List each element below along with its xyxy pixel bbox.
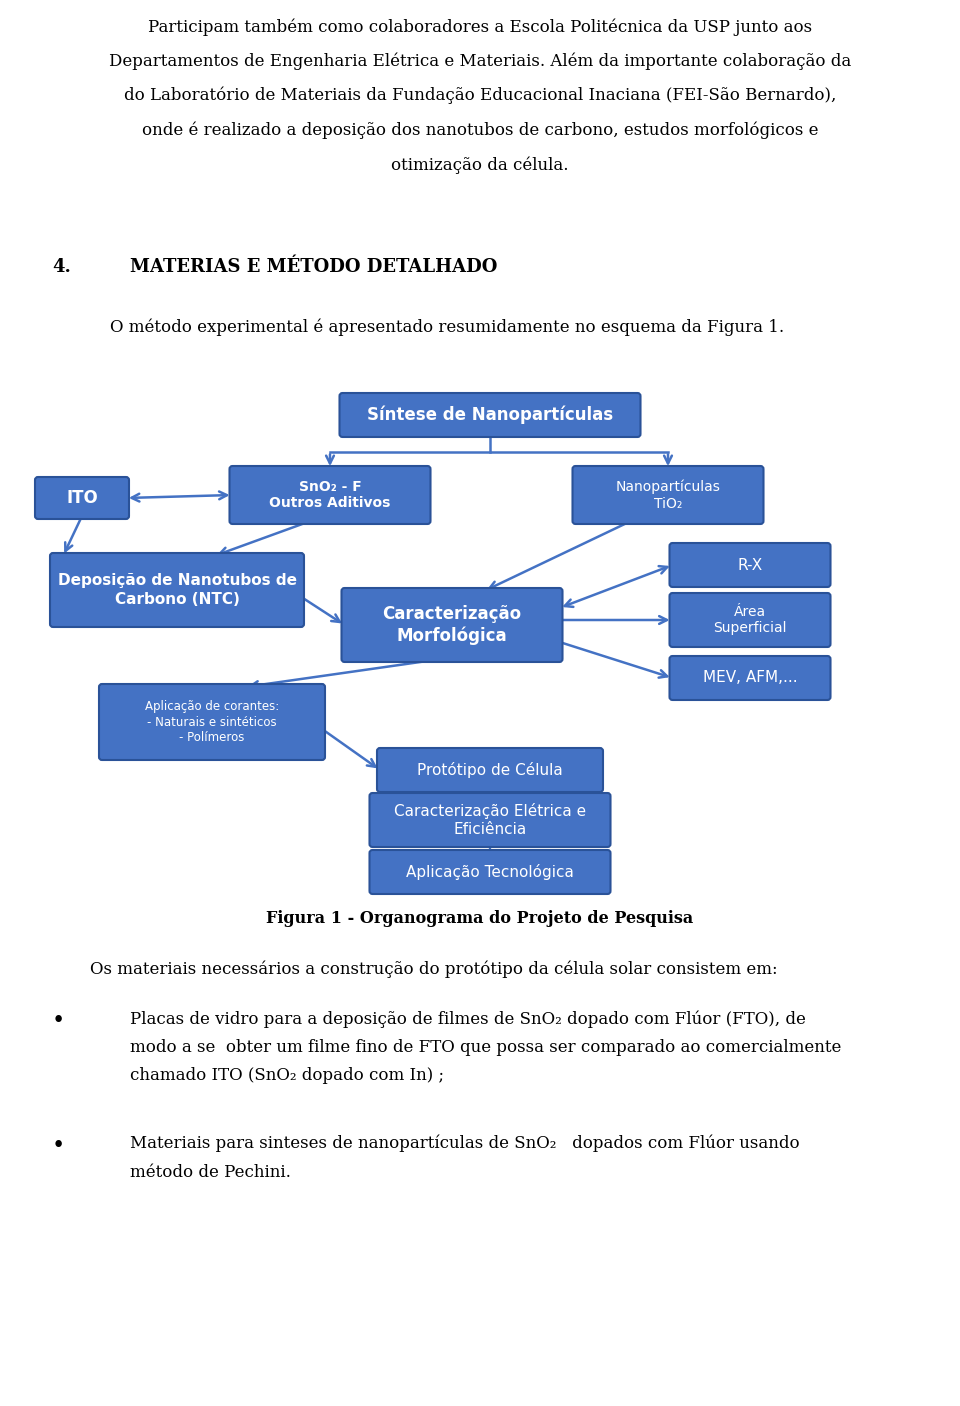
Text: •: •	[52, 1010, 65, 1032]
Text: O método experimental é apresentado resumidamente no esquema da Figura 1.: O método experimental é apresentado resu…	[110, 318, 784, 336]
FancyBboxPatch shape	[370, 793, 611, 846]
FancyBboxPatch shape	[35, 477, 129, 519]
FancyBboxPatch shape	[572, 465, 763, 524]
Text: Aplicação Tecnológica: Aplicação Tecnológica	[406, 865, 574, 880]
Text: Aplicação de corantes:
- Naturais e sintéticos
- Polímeros: Aplicação de corantes: - Naturais e sint…	[145, 700, 279, 744]
Text: Caracterização
Morfológica: Caracterização Morfológica	[382, 605, 521, 645]
FancyBboxPatch shape	[229, 465, 430, 524]
Text: Caracterização Elétrica e
Eficiência: Caracterização Elétrica e Eficiência	[394, 803, 586, 837]
Text: ITO: ITO	[66, 489, 98, 508]
FancyBboxPatch shape	[669, 543, 830, 586]
Text: 4.: 4.	[52, 257, 71, 276]
Text: MATERIAS E MÉTODO DETALHADO: MATERIAS E MÉTODO DETALHADO	[130, 257, 497, 276]
Text: Figura 1 - Organograma do Projeto de Pesquisa: Figura 1 - Organograma do Projeto de Pes…	[266, 910, 694, 927]
FancyBboxPatch shape	[370, 851, 611, 894]
FancyBboxPatch shape	[340, 394, 640, 437]
Text: Área
Superficial: Área Superficial	[713, 605, 787, 636]
Text: Materiais para sinteses de nanopartículas de SnO₂   dopados com Flúor usando
mét: Materiais para sinteses de nanopartícula…	[130, 1135, 800, 1181]
FancyBboxPatch shape	[669, 657, 830, 700]
Text: Síntese de Nanopartículas: Síntese de Nanopartículas	[367, 406, 613, 425]
Text: SnO₂ - F
Outros Aditivos: SnO₂ - F Outros Aditivos	[270, 479, 391, 510]
Text: MEV, AFM,...: MEV, AFM,...	[703, 671, 798, 686]
Text: •: •	[52, 1135, 65, 1157]
FancyBboxPatch shape	[50, 553, 304, 627]
FancyBboxPatch shape	[377, 748, 603, 792]
Text: Placas de vidro para a deposição de filmes de SnO₂ dopado com Flúor (FTO), de
mo: Placas de vidro para a deposição de film…	[130, 1010, 841, 1084]
Text: Protótipo de Célula: Protótipo de Célula	[418, 762, 563, 778]
FancyBboxPatch shape	[99, 683, 325, 761]
Text: Participam também como colaboradores a Escola Politécnica da USP junto aos

Depa: Participam também como colaboradores a E…	[108, 18, 852, 173]
Text: R-X: R-X	[737, 558, 762, 572]
Text: Nanopartículas
TiO₂: Nanopartículas TiO₂	[615, 479, 720, 510]
Text: Deposição de Nanotubos de
Carbono (NTC): Deposição de Nanotubos de Carbono (NTC)	[58, 574, 297, 606]
FancyBboxPatch shape	[669, 593, 830, 647]
Text: Os materiais necessários a construção do protótipo da célula solar consistem em:: Os materiais necessários a construção do…	[90, 960, 778, 977]
FancyBboxPatch shape	[342, 588, 563, 662]
